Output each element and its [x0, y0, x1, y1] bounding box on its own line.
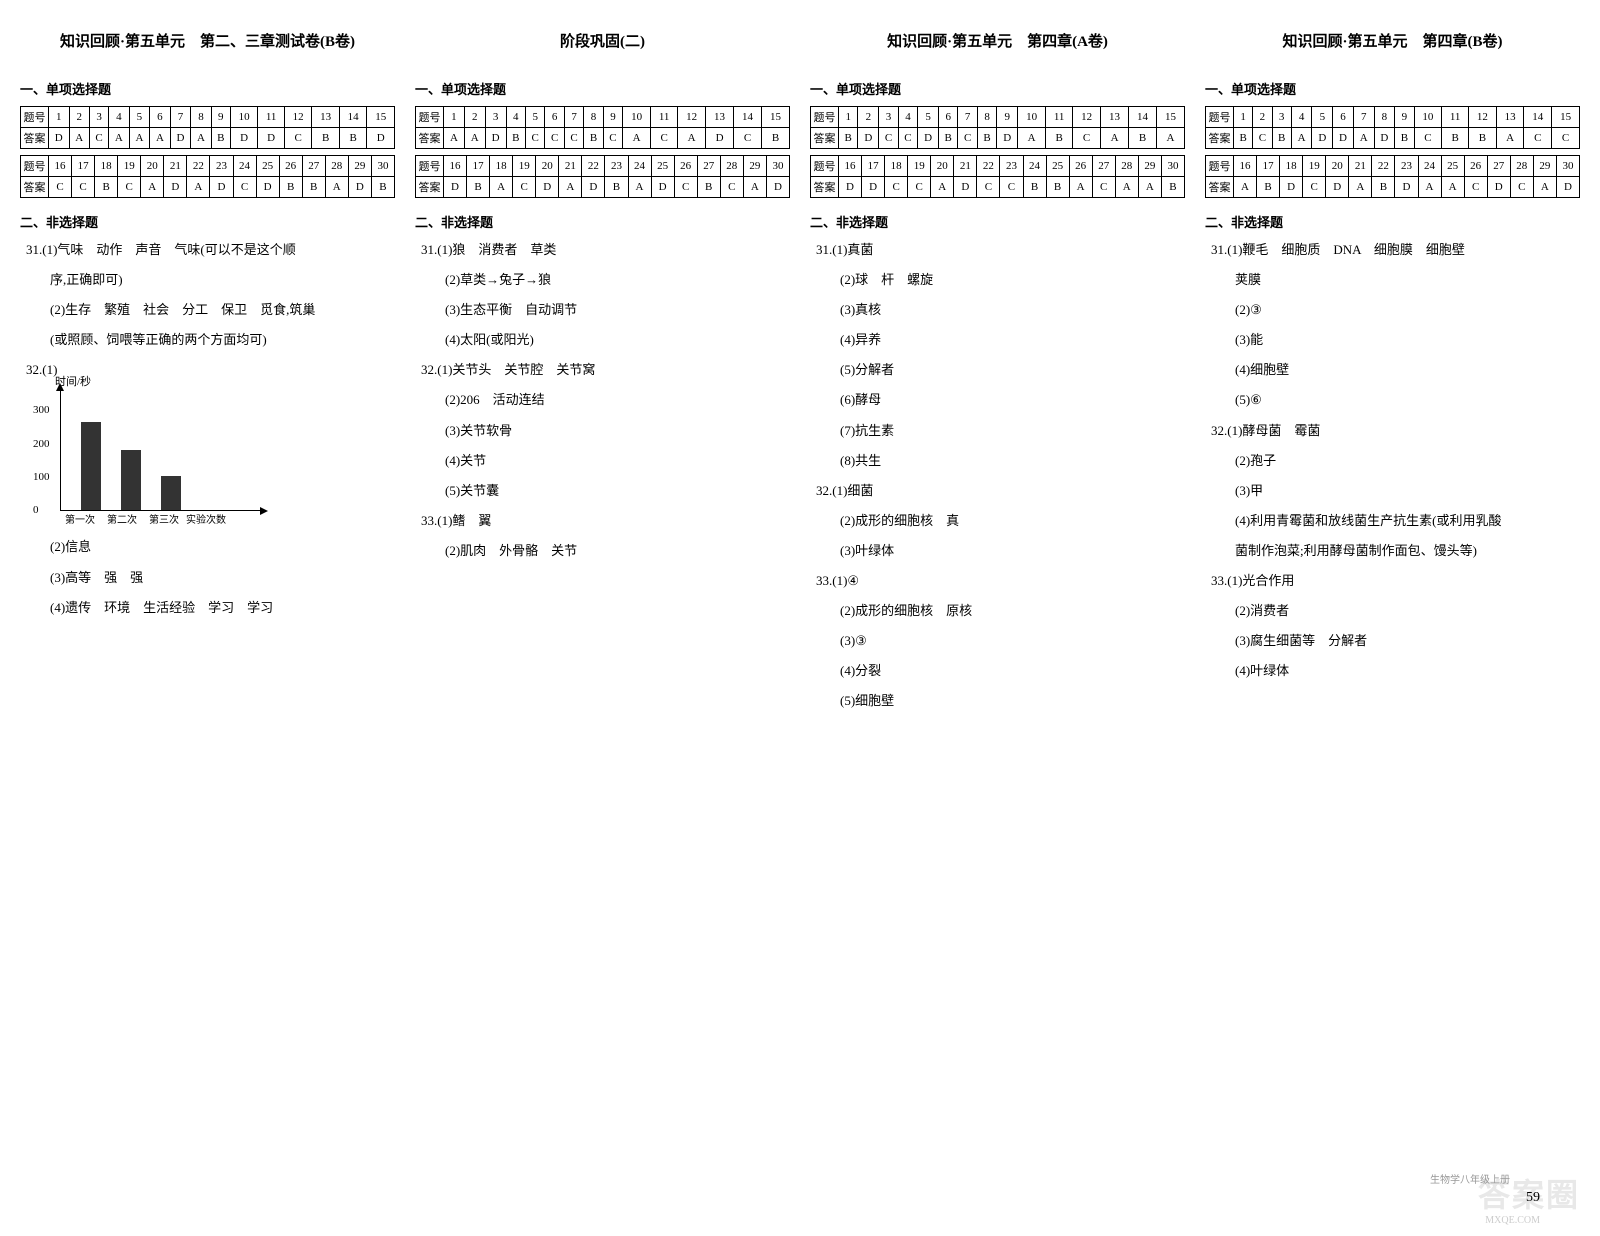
col4-table2: 题号 161718192021222324252627282930 答案 ABD… — [1205, 155, 1580, 198]
x-labels: 第一次 第二次 第三次 实验次数 — [60, 511, 395, 526]
col4-table1: 题号 123456789101112131415 答案 BCBADDADBCBB… — [1205, 106, 1580, 149]
column-4: 知识回顾·第五单元 第四章(B卷) 一、单项选择题 题号 12345678910… — [1205, 30, 1580, 721]
col3-table1: 题号 123456789101112131415 答案 BDCCDBCBDABC… — [810, 106, 1185, 149]
col1-table2: 题号 161718192021222324252627282930 答案 CCB… — [20, 155, 395, 198]
y-axis-label: 时间/秒 — [55, 373, 91, 389]
col3-table2: 题号 161718192021222324252627282930 答案 DDC… — [810, 155, 1185, 198]
column-1: 知识回顾·第五单元 第二、三章测试卷(B卷) 一、单项选择题 题号 123456… — [20, 30, 395, 721]
footer-subject: 生物学八年级上册 — [1430, 1171, 1510, 1186]
column-3: 知识回顾·第五单元 第四章(A卷) 一、单项选择题 题号 12345678910… — [810, 30, 1185, 721]
ans-label: 答案 — [21, 128, 49, 149]
col2-table1: 题号 123456789101112131415 答案 AADBCCCBCACA… — [415, 106, 790, 149]
bar-1 — [81, 422, 101, 510]
x-arrow-icon — [260, 507, 268, 515]
footer-site: MXQE.COM — [1485, 1215, 1540, 1226]
col2-table2: 题号 161718192021222324252627282930 答案 DBA… — [415, 155, 790, 198]
col1-free: 二、非选择题 31.(1)气味 动作 声音 气味(可以不是这个顺 序,正确即可)… — [20, 212, 395, 619]
page-container: 知识回顾·第五单元 第二、三章测试卷(B卷) 一、单项选择题 题号 123456… — [20, 30, 1580, 721]
bar-3 — [161, 476, 181, 510]
bar-chart: 时间/秒 300 200 100 0 第一次 第二次 第三次 实验次数 — [60, 391, 395, 526]
col2-free: 二、非选择题 31.(1)狼 消费者 草类 (2)草类→兔子→狼 (3)生态平衡… — [415, 212, 790, 562]
chart-area: 时间/秒 300 200 100 0 — [60, 391, 260, 511]
col1-table1: 题号 123456789101112131415 答案 DACAAADABDDC… — [20, 106, 395, 149]
page-number: 59 — [1526, 1190, 1540, 1206]
col4-free: 二、非选择题 31.(1)鞭毛 细胞质 DNA 细胞膜 细胞壁 荚膜 (2)③ … — [1205, 212, 1580, 682]
bar-2 — [121, 450, 141, 510]
col3-free: 二、非选择题 31.(1)真菌 (2)球 杆 螺旋 (3)真核 (4)异养 (5… — [810, 212, 1185, 713]
col1-title: 知识回顾·第五单元 第二、三章测试卷(B卷) — [20, 30, 395, 51]
col1-mc-heading: 一、单项选择题 — [20, 79, 395, 98]
column-2: 阶段巩固(二) 一、单项选择题 题号 123456789101112131415… — [415, 30, 790, 721]
row-label: 题号 — [21, 107, 49, 128]
